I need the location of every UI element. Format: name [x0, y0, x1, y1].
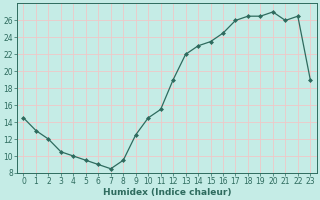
- X-axis label: Humidex (Indice chaleur): Humidex (Indice chaleur): [103, 188, 231, 197]
